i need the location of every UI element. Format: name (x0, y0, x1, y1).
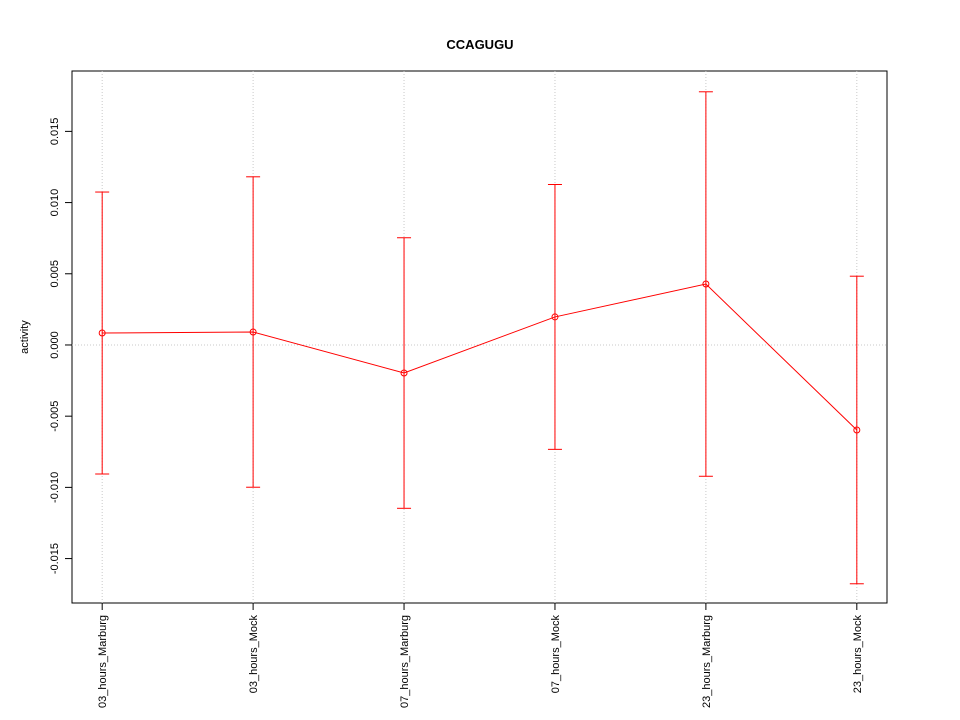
x-tick-label: 07_hours_Marburg (399, 615, 411, 708)
x-tick-label: 07_hours_Mock (550, 615, 562, 694)
y-tick-label: 0.000 (49, 331, 61, 359)
chart-title: CCAGUGU (446, 37, 513, 52)
x-tick-label: 23_hours_Mock (852, 615, 864, 694)
point (249, 328, 257, 336)
y-tick-label: -0.010 (49, 472, 61, 503)
point (400, 369, 408, 377)
y-tick-label: 0.005 (49, 260, 61, 288)
plot-frame (71, 70, 888, 604)
point (551, 313, 559, 321)
y-axis-label: activity (19, 320, 31, 354)
series-line (102, 283, 858, 431)
x-tick-label: 23_hours_Marburg (701, 615, 713, 708)
y-tick-label: 0.015 (49, 118, 61, 146)
x-tick-label: 03_hours_Mock (248, 615, 260, 694)
y-tick-label: -0.015 (49, 543, 61, 574)
y-tick-label: 0.010 (49, 189, 61, 217)
y-tick-label: -0.005 (49, 401, 61, 432)
point (853, 426, 861, 434)
x-tick-label: 03_hours_Marburg (97, 615, 109, 708)
point (702, 280, 710, 288)
point (98, 329, 106, 337)
